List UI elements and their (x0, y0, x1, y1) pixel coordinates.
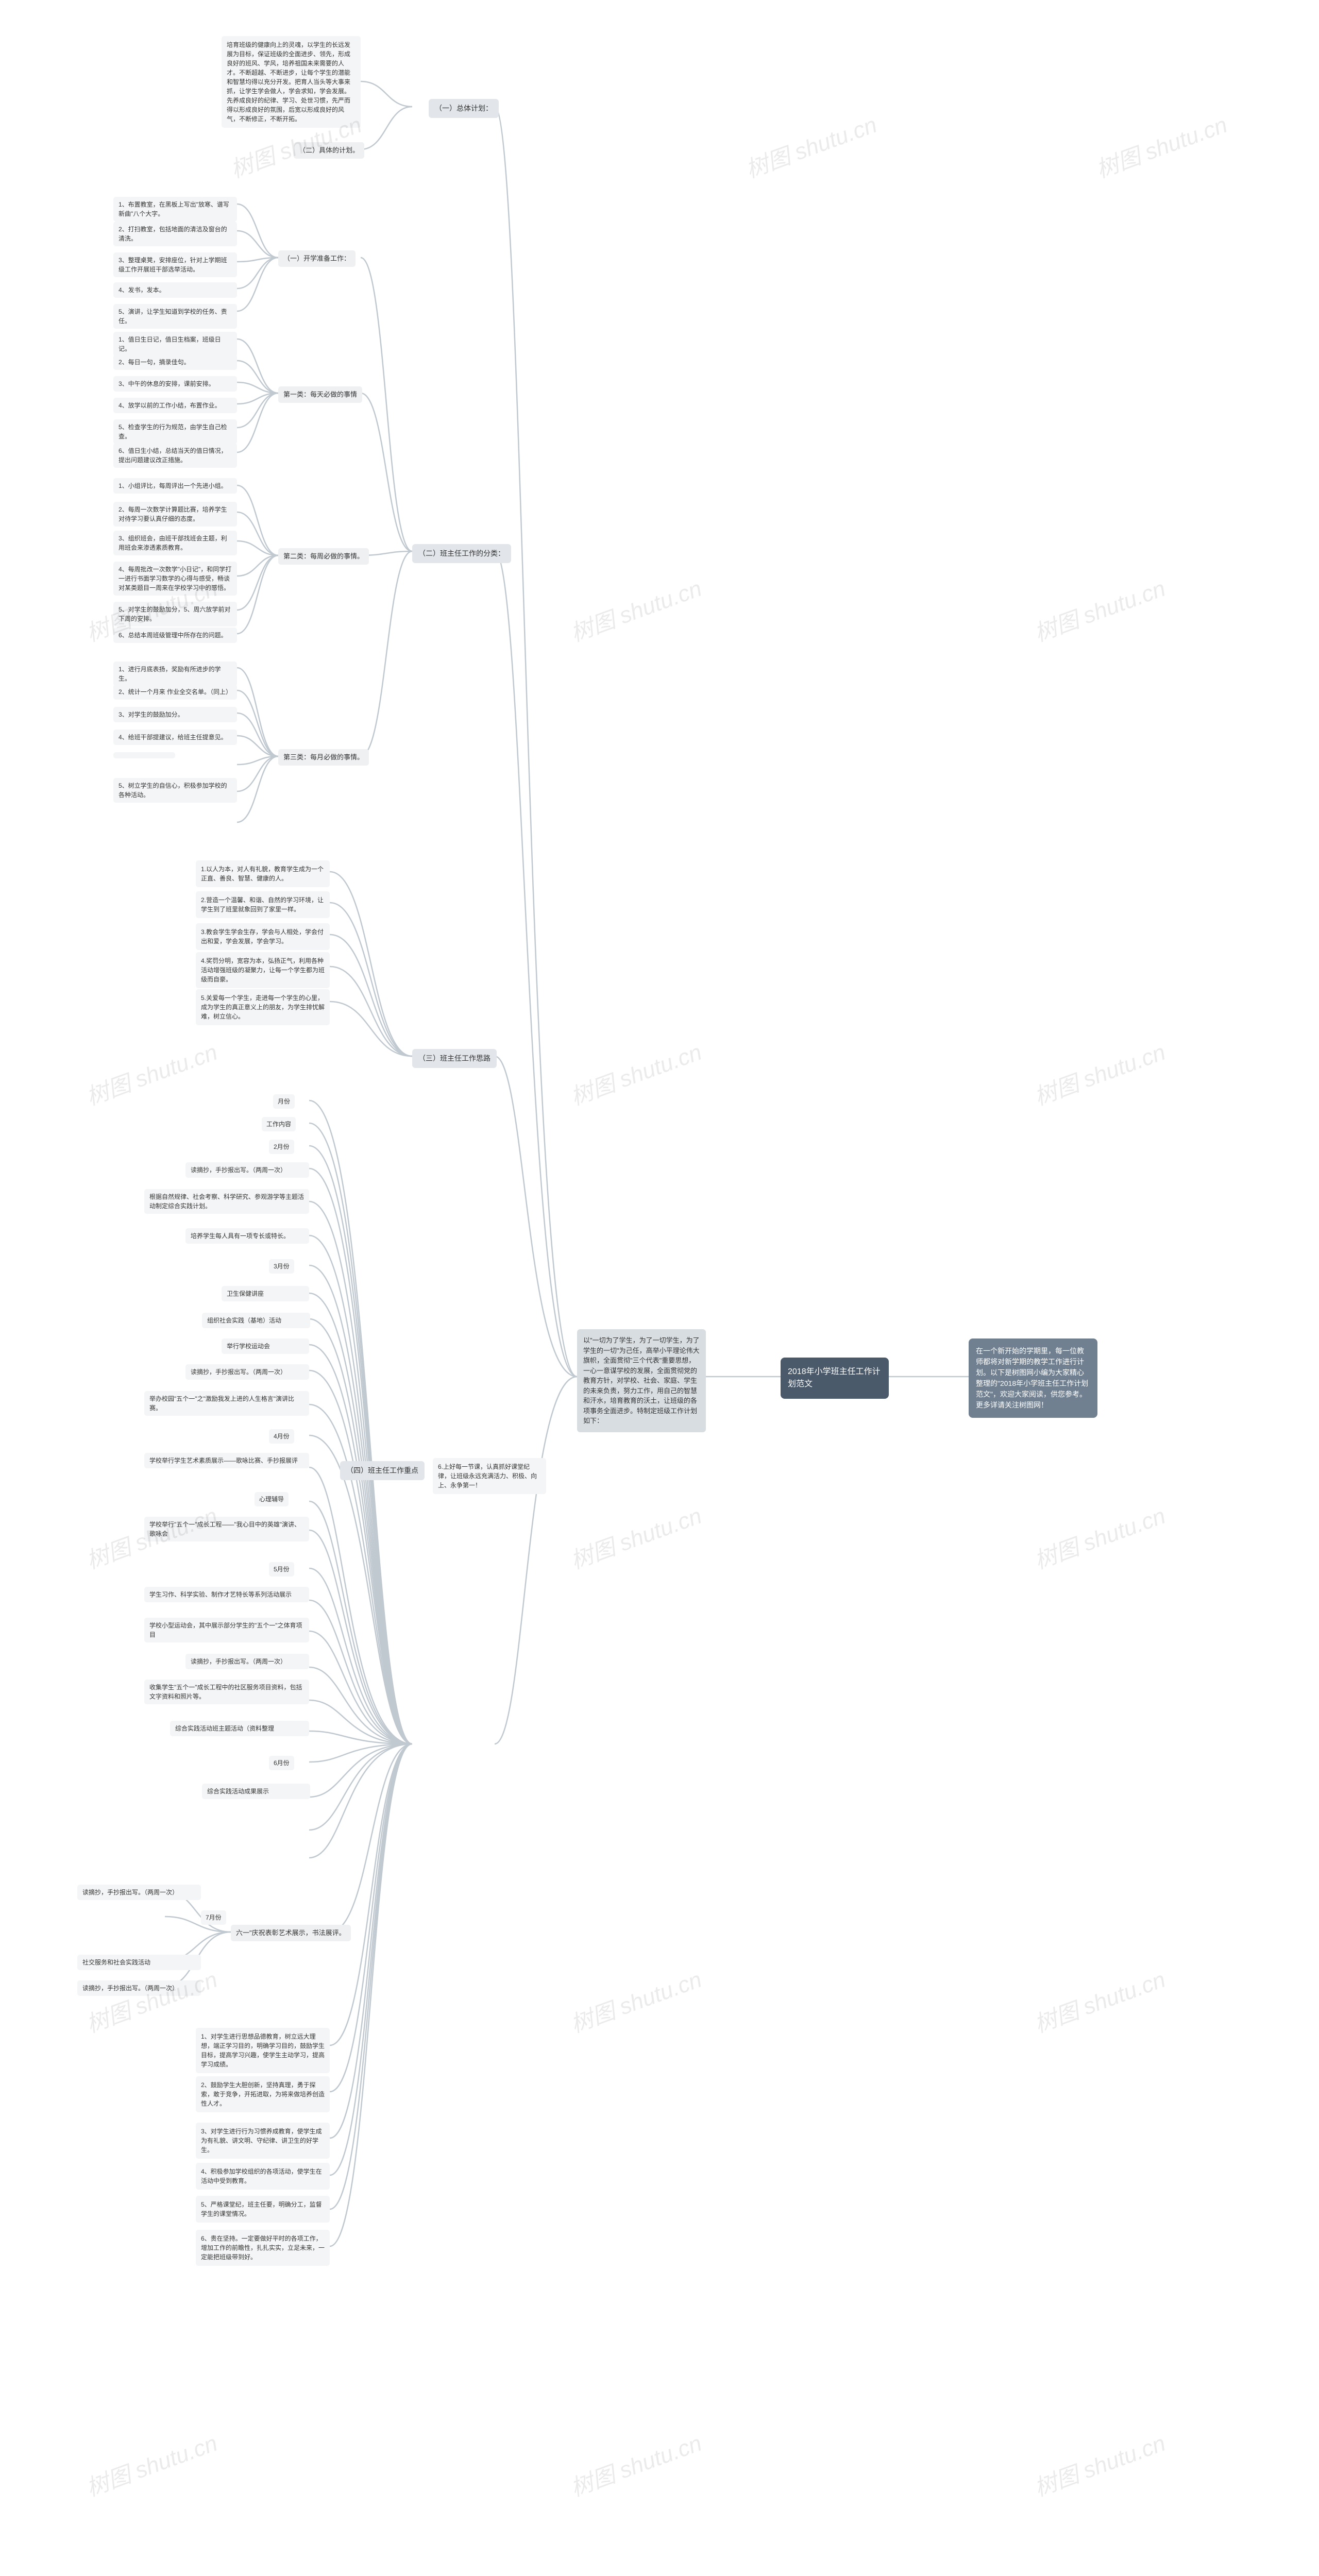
watermark: 树图 shutu.cn (565, 1961, 705, 2039)
watermark: 树图 shutu.cn (565, 1033, 705, 1111)
s4-h4: 读摘抄，手抄报出写。（两周一次） (185, 1162, 309, 1178)
s4-final-2: 2、鼓励学生大胆创新，坚持真理，勇于探索，敢于竞争，开拓进取，为将来做培养创造性… (196, 2076, 330, 2112)
watermark: 树图 shutu.cn (565, 1497, 705, 1575)
s4-may-1: 学生习作、科学实验、制作才艺特长等系列活动展示 (144, 1587, 309, 1602)
prep-item-2: 2、打扫教室，包括地面的清洁及窗台的清洗。 (113, 222, 237, 246)
s4-apr-head: 4月份 (269, 1429, 294, 1444)
cat1-item-6: 6、值日生小结，总结当天的值日情况，提出问题建议改正措施。 (113, 443, 237, 468)
section-4-label: （四）班主任工作重点 (346, 1466, 418, 1475)
prep-item-4: 4、发书，发本。 (113, 282, 237, 298)
cat1-item-4: 4、放学以前的工作小结，布置作业。 (113, 398, 237, 413)
s4-final-4: 4、积极参加学校组织的各项活动，使学生在活动中受到教育。 (196, 2163, 330, 2190)
s4-mar-4: 读摘抄，手抄报出写。（两周一次） (185, 1364, 309, 1380)
prep-label[interactable]: （一）开学准备工作： (278, 250, 356, 267)
cat1-item-5: 5、检查学生的行为规范，由学生自己检查。 (113, 419, 237, 444)
s4-mar-head: 3月份 (269, 1259, 294, 1274)
cat2-item-3: 3、组织班会，由班干部找班会主题，利用班会来渗透素质教育。 (113, 531, 237, 555)
s4-feb-2: 培养学生每人具有一项专长或特长。 (185, 1228, 309, 1244)
s4-jul-2: 社交服务和社会实践活动 (77, 1955, 201, 1970)
s4-h2: 工作内容 (262, 1117, 296, 1131)
cat2-item-6: 6、总结本周班级管理中所存在的问题。 (113, 628, 237, 643)
watermark: 树图 shutu.cn (81, 2425, 221, 2502)
s4-final-5: 5、严格课堂纪，班主任要，明确分工，监督学生的课堂情况。 (196, 2196, 330, 2223)
s4-may-4: 收集学生"五个一"成长工程中的社区服务项目资料，包括文字资料和照片等。 (144, 1680, 309, 1704)
prep-item-5: 5、演讲，让学生知道到学校的任务、责任。 (113, 304, 237, 329)
s4-jun-head: 6月份 (269, 1756, 294, 1770)
side-note-text: 在一个新开始的学期里，每一位教师都将对新学期的教学工作进行计划。以下是树图网小编… (976, 1347, 1088, 1409)
cat1-item-2: 2、每日一句，摘录佳句。 (113, 354, 237, 370)
cat1-label[interactable]: 第一类：每天必做的事情 (278, 386, 362, 403)
s4-may-5: 综合实践活动班主题活动（资料整理 (170, 1721, 309, 1736)
watermark: 树图 shutu.cn (565, 2425, 705, 2502)
s3-item-2: 2.营造一个温馨、和谐、自然的学习环境，让学生到了班里就象回到了家里一样。 (196, 891, 330, 918)
section-1-desc: 培育班级的健康向上的灵魂，以学生的长远发展为目标，保证班级的全面进步、领先，形成… (222, 36, 361, 128)
s4-final-6: 6、贵在坚持。一定要做好平时的各项工作，增加工作的前瞻性，扎扎实实，立足未来，一… (196, 2230, 330, 2266)
watermark: 树图 shutu.cn (1029, 2425, 1169, 2502)
prep-item-1: 1、布置教室，在黑板上写出"放寒、谱写新曲"八个大字。 (113, 197, 237, 222)
s4-mar-3: 举行学校运动会 (222, 1338, 309, 1354)
prep-item-3: 3、整理桌凳，安排座位，针对上学期班级工作开展班干部选举活动。 (113, 252, 237, 277)
section-2-label: （二）班主任工作的分类： (418, 549, 505, 557)
s4-jul-branch[interactable]: 六一"庆祝表彰艺术展示，书法展评。 (231, 1925, 351, 1941)
s4-final-3: 3、对学生进行行为习惯养成教育，使学生成为有礼貌、讲文明、守纪律、讲卫生的好学生… (196, 2123, 330, 2159)
cat3-item-3: 3、对学生的鼓励加分。 (113, 707, 237, 722)
section-3[interactable]: （三）班主任工作思路 (412, 1049, 497, 1068)
watermark: 树图 shutu.cn (1029, 1497, 1169, 1575)
cat2-item-4: 4、每周批改一次数学"小日记"，和同学打一进行书面学习数学的心得与感受，畅谈对某… (113, 562, 237, 596)
watermark: 树图 shutu.cn (1029, 570, 1169, 648)
cat3-label[interactable]: 第三类：每月必做的事情。 (278, 749, 369, 766)
side-note: 在一个新开始的学期里，每一位教师都将对新学期的教学工作进行计划。以下是树图网小编… (969, 1338, 1097, 1418)
s4-jul-3: 读摘抄，手抄报出写。（两周一次） (77, 1980, 201, 1996)
s4-may-head: 5月份 (269, 1562, 294, 1577)
section-4[interactable]: （四）班主任工作重点 (340, 1461, 425, 1480)
intro-text: 以"一切为了学生，为了一切学生，为了学生的一切"为己任，高举小平理论伟大旗帜，全… (583, 1336, 700, 1425)
watermark: 树图 shutu.cn (740, 106, 881, 184)
s4-jun-1: 综合实践活动成果展示 (202, 1784, 310, 1799)
cat1-item-1: 1、值日生日记，值日生档案，班级日记。 (113, 332, 237, 357)
cat3-item-2: 2、统计一个月来 作业全交名单。（同上） (113, 684, 237, 700)
s4-jul-head: 7月份 (201, 1910, 226, 1925)
cat2-item-5: 5、对学生的鼓励加分，5、周六放学前对下周的安排。 (113, 602, 237, 626)
watermark: 树图 shutu.cn (1029, 1961, 1169, 2039)
section-2[interactable]: （二）班主任工作的分类： (412, 544, 511, 563)
s4-apr-3: 学校举行"五个一"成长工程——"我心目中的英雄"演讲、歌咏会 (144, 1517, 309, 1541)
section-3-label: （三）班主任工作思路 (418, 1054, 491, 1062)
s3-item-3: 3.教会学生学会生存，学会与人相处，学会付出和爱，学会发展，学会学习。 (196, 923, 330, 950)
s4-feb-1: 根据自然规律、社会考察、科学研究、参观游学等主题活动制定综合实践计划。 (144, 1189, 309, 1214)
s3-item-4: 4.奖罚分明，宽容为本，弘扬正气，利用各种活动增强班级的凝聚力，让每一个学生都为… (196, 952, 330, 988)
cat3-item-4: 4、给班干部提建议，给班主任提意见。 (113, 730, 237, 745)
watermark: 树图 shutu.cn (1029, 1033, 1169, 1111)
cat2-item-1: 1、小组评比，每周评出一个先进小组。 (113, 478, 237, 494)
s4-jul-pre: 读摘抄，手抄报出写。（两周一次） (77, 1885, 201, 1900)
s3-item-5: 5.关爱每一个学生，走进每一个学生的心里，成为学生的真正意义上的朋友，为学生排忧… (196, 989, 330, 1025)
watermark: 树图 shutu.cn (81, 1033, 221, 1111)
s4-may-3: 读摘抄，手抄报出写。（两周一次） (185, 1654, 309, 1669)
s3-item-1: 1.以人为本，对人有礼貌，教育学生成为一个正直、善良、智慧、健康的人。 (196, 860, 330, 887)
s4-mar-2: 组织社会实践（基地）活动 (202, 1313, 310, 1328)
s4-apr-center: 6.上好每一节课，认真抓好课堂纪律，让班级永远充满活力、积极、向上、永争第一！ (433, 1458, 546, 1494)
section-1-label: （一）总体计划： (435, 104, 493, 112)
section-1[interactable]: （一）总体计划： (429, 99, 499, 118)
root-title: 2018年小学班主任工作计划范文 (788, 1367, 881, 1388)
s4-mar-1: 卫生保健讲座 (222, 1286, 309, 1301)
s4-apr-pre: 举办校园"五个一"之"激励我发上进的人生格言"演讲比赛。 (144, 1391, 309, 1416)
s4-apr-2: 心理辅导 (255, 1492, 289, 1506)
s4-h3: 2月份 (269, 1140, 294, 1154)
cat3-item-1: 1、进行月底表扬，奖励有所进步的学生。 (113, 662, 237, 686)
watermark: 树图 shutu.cn (565, 570, 705, 648)
watermark: 树图 shutu.cn (81, 1961, 221, 2039)
s4-may-2: 学校小型运动会，其中展示部分学生的"五个一"之体育项目 (144, 1618, 309, 1642)
s4-final-1: 1、对学生进行思想品德教育，树立远大理想，端正学习目的，明确学习目的，鼓励学生目… (196, 2028, 330, 2073)
watermark: 树图 shutu.cn (1091, 106, 1231, 184)
cat3-item-blank (113, 752, 175, 758)
cat3-item-5: 5、树立学生的自信心，积极参加学校的各种活动。 (113, 778, 237, 803)
s4-h1: 月份 (273, 1094, 295, 1109)
cat2-label[interactable]: 第二类：每周必做的事情。 (278, 548, 369, 565)
s4-apr-1: 学校举行学生艺术素质展示——歌咏比赛、手抄报展评 (144, 1453, 309, 1468)
section-1-sub: （二）具体的计划。 (294, 142, 364, 159)
intro-node: 以"一切为了学生，为了一切学生，为了学生的一切"为己任，高举小平理论伟大旗帜，全… (577, 1329, 706, 1432)
root-node[interactable]: 2018年小学班主任工作计划范文 (781, 1358, 889, 1399)
cat1-item-3: 3、中午的休息的安排，课前安排。 (113, 376, 237, 392)
cat2-item-2: 2、每周一次数学计算题比赛，培养学生对待学习要认真仔细的态度。 (113, 502, 237, 527)
